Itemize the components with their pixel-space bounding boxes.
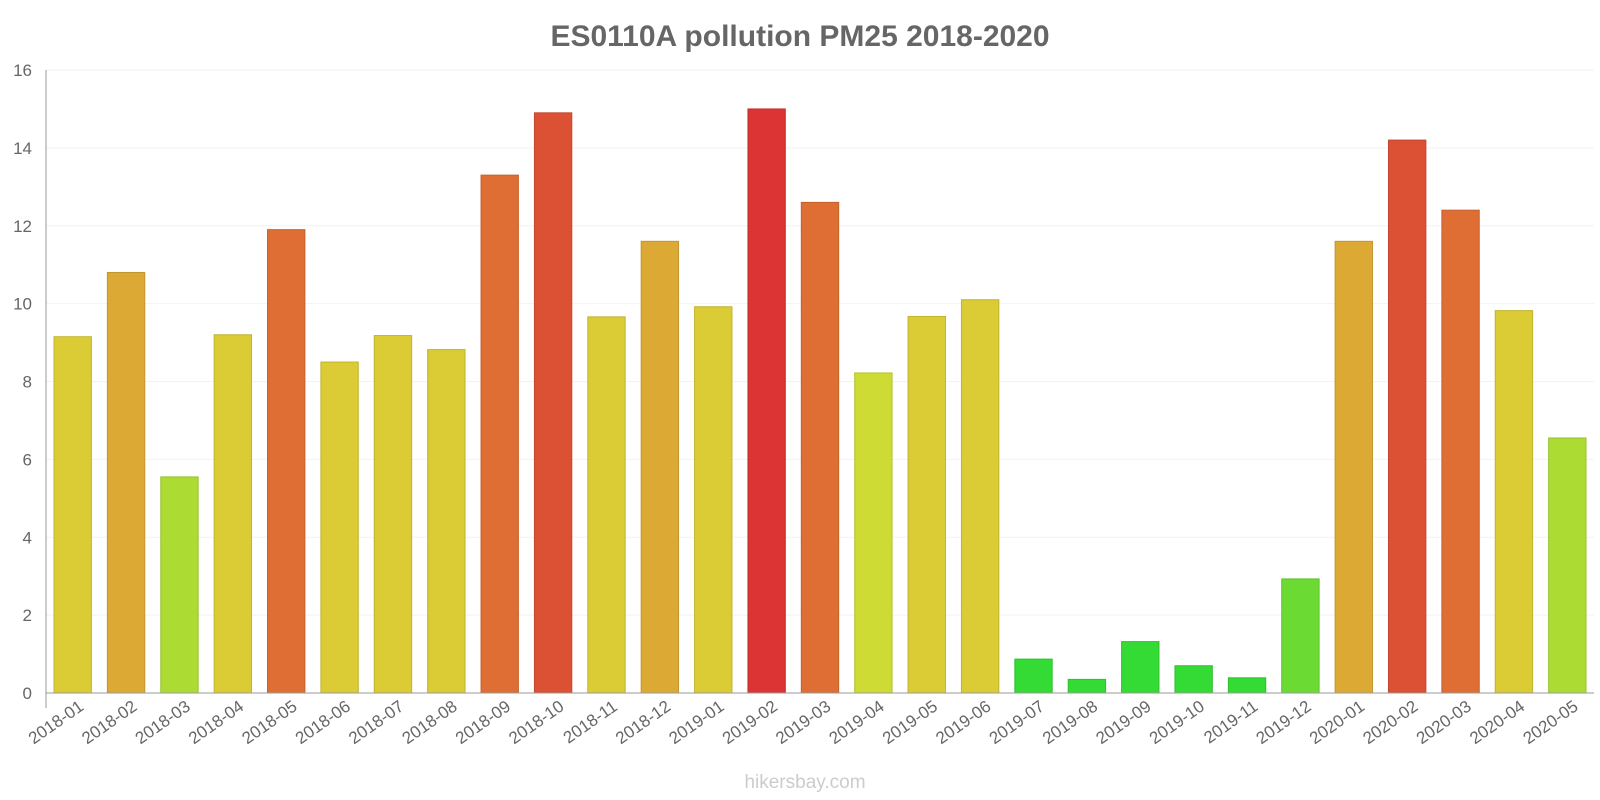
bar xyxy=(1548,437,1587,694)
bar xyxy=(480,174,519,694)
bar xyxy=(160,476,199,694)
x-tick-label: 2018-04 xyxy=(185,697,247,748)
bar xyxy=(1014,658,1053,694)
bar xyxy=(267,229,306,694)
bar xyxy=(1227,677,1267,694)
y-tick-label: 10 xyxy=(13,295,32,314)
x-tick-label: 2019-07 xyxy=(986,697,1048,748)
bar xyxy=(960,299,1000,694)
x-tick-label: 2019-04 xyxy=(826,697,888,748)
bar xyxy=(320,361,359,694)
bar xyxy=(373,335,413,694)
y-axis-ticks: 0 2 4 6 8 10 12 14 16 xyxy=(13,61,32,703)
chart-title: ES0110A pollution PM25 2018-2020 xyxy=(550,20,1049,53)
bar xyxy=(213,334,253,694)
bar xyxy=(1441,209,1480,694)
bar xyxy=(587,316,626,694)
x-tick-label: 2020-02 xyxy=(1359,697,1421,748)
x-tick-label: 2019-05 xyxy=(879,697,941,748)
x-tick-label: 2018-02 xyxy=(78,697,140,748)
x-tick-label: 2018-01 xyxy=(25,697,87,748)
bar xyxy=(53,336,92,694)
bar xyxy=(1121,641,1160,694)
x-tick-label: 2018-07 xyxy=(345,697,407,748)
y-tick-label: 12 xyxy=(13,217,32,236)
x-tick-label: 2020-05 xyxy=(1520,697,1582,748)
y-tick-label: 8 xyxy=(23,373,32,392)
x-tick-label: 2019-03 xyxy=(772,697,834,748)
bar xyxy=(907,315,946,694)
bar xyxy=(854,372,893,694)
x-tick-label: 2018-10 xyxy=(505,697,567,748)
bar xyxy=(106,271,146,694)
x-axis-ticks: 2018-012018-022018-032018-042018-052018-… xyxy=(25,697,1582,748)
x-tick-label: 2019-01 xyxy=(666,697,728,748)
bar xyxy=(1387,139,1427,694)
bar xyxy=(533,112,573,694)
bar xyxy=(640,240,680,694)
x-tick-label: 2019-09 xyxy=(1093,697,1155,748)
x-tick-label: 2019-11 xyxy=(1200,697,1261,748)
x-tick-label: 2020-01 xyxy=(1306,697,1368,748)
x-tick-label: 2018-05 xyxy=(238,697,300,748)
y-tick-label: 4 xyxy=(23,528,32,547)
x-tick-label: 2018-03 xyxy=(132,697,194,748)
x-tick-label: 2018-09 xyxy=(452,697,514,748)
x-tick-label: 2018-08 xyxy=(399,697,461,748)
bar xyxy=(1494,310,1534,694)
axes xyxy=(45,70,1594,708)
y-tick-label: 0 xyxy=(23,684,32,703)
x-tick-label: 2020-03 xyxy=(1413,697,1475,748)
y-tick-label: 14 xyxy=(13,139,32,158)
bar xyxy=(1334,240,1373,694)
x-tick-label: 2020-04 xyxy=(1466,697,1528,748)
bars xyxy=(53,108,1587,694)
x-tick-label: 2019-06 xyxy=(932,697,994,748)
bar xyxy=(427,349,466,694)
bar xyxy=(1174,665,1213,694)
bar xyxy=(1281,578,1320,694)
y-tick-label: 6 xyxy=(23,450,32,469)
x-tick-label: 2018-12 xyxy=(612,697,674,748)
x-tick-label: 2019-12 xyxy=(1253,697,1315,748)
x-tick-label: 2018-06 xyxy=(292,697,354,748)
x-tick-label: 2018-11 xyxy=(560,697,621,748)
bar xyxy=(694,306,733,694)
y-tick-label: 2 xyxy=(23,606,32,625)
x-tick-label: 2019-08 xyxy=(1039,697,1101,748)
x-tick-label: 2019-10 xyxy=(1146,697,1208,748)
bar xyxy=(747,108,786,694)
bar xyxy=(1067,678,1107,694)
credit-text: hikersbay.com xyxy=(744,772,865,793)
bar xyxy=(800,201,840,694)
y-tick-label: 16 xyxy=(13,61,32,80)
x-tick-label: 2019-02 xyxy=(719,697,781,748)
